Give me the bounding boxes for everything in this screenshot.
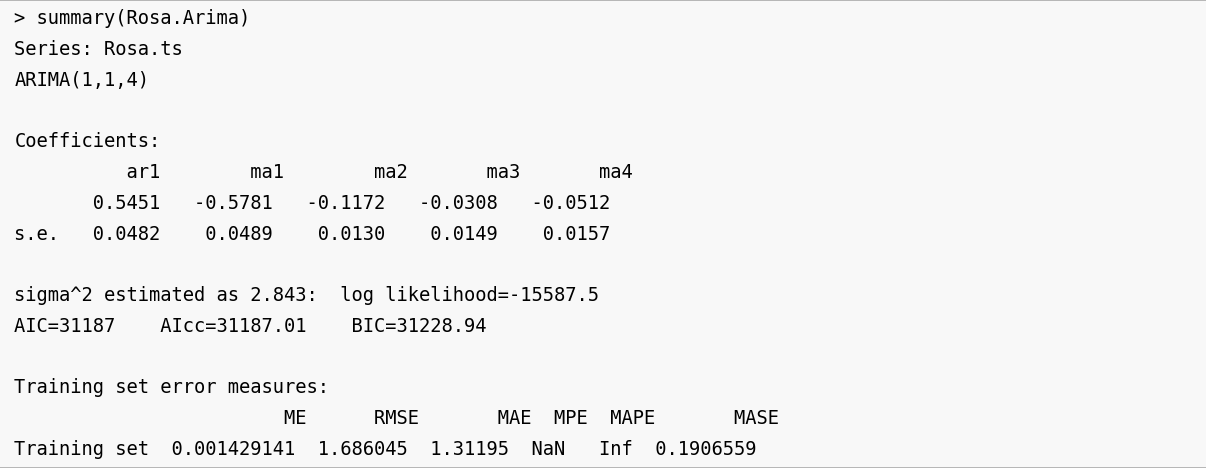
Text: 0.5451   -0.5781   -0.1172   -0.0308   -0.0512: 0.5451 -0.5781 -0.1172 -0.0308 -0.0512	[14, 194, 610, 213]
Text: Series: Rosa.ts: Series: Rosa.ts	[14, 40, 183, 59]
Text: s.e.   0.0482    0.0489    0.0130    0.0149    0.0157: s.e. 0.0482 0.0489 0.0130 0.0149 0.0157	[14, 225, 610, 243]
Text: ar1        ma1        ma2       ma3       ma4: ar1 ma1 ma2 ma3 ma4	[14, 163, 633, 182]
Text: AIC=31187    AIcc=31187.01    BIC=31228.94: AIC=31187 AIcc=31187.01 BIC=31228.94	[14, 317, 487, 336]
Text: Training set error measures:: Training set error measures:	[14, 378, 329, 397]
Text: ME      RMSE       MAE  MPE  MAPE       MASE: ME RMSE MAE MPE MAPE MASE	[14, 409, 779, 428]
Text: Coefficients:: Coefficients:	[14, 132, 160, 151]
Text: > summary(Rosa.Arima): > summary(Rosa.Arima)	[14, 9, 251, 28]
Text: Training set  0.001429141  1.686045  1.31195  NaN   Inf  0.1906559: Training set 0.001429141 1.686045 1.3119…	[14, 440, 757, 459]
Text: sigma^2 estimated as 2.843:  log likelihood=-15587.5: sigma^2 estimated as 2.843: log likeliho…	[14, 286, 599, 305]
Text: ARIMA(1,1,4): ARIMA(1,1,4)	[14, 71, 150, 90]
